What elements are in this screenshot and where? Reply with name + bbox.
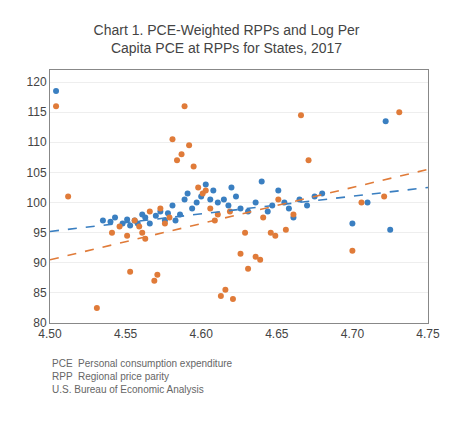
svg-text:4.65: 4.65 bbox=[265, 327, 289, 341]
svg-text:85: 85 bbox=[33, 286, 47, 300]
svg-text:4.70: 4.70 bbox=[341, 327, 365, 341]
svg-text:4.55: 4.55 bbox=[114, 327, 138, 341]
svg-text:100: 100 bbox=[27, 196, 47, 210]
svg-text:90: 90 bbox=[33, 256, 47, 270]
svg-text:4.60: 4.60 bbox=[190, 327, 214, 341]
svg-text:120: 120 bbox=[27, 75, 47, 89]
svg-text:95: 95 bbox=[33, 226, 47, 240]
svg-text:115: 115 bbox=[27, 105, 46, 119]
svg-text:PCE Personal consumption expe: PCE Personal consumption expenditureRPP … bbox=[52, 358, 233, 395]
svg-text:Chart 1. PCE-Weighted RPPs and: Chart 1. PCE-Weighted RPPs and Log PerCa… bbox=[94, 22, 360, 56]
svg-text:110: 110 bbox=[27, 135, 46, 149]
svg-text:4.75: 4.75 bbox=[416, 327, 440, 341]
svg-text:80: 80 bbox=[33, 316, 47, 330]
svg-text:105: 105 bbox=[27, 166, 47, 180]
svg-text:4.50: 4.50 bbox=[38, 327, 62, 341]
